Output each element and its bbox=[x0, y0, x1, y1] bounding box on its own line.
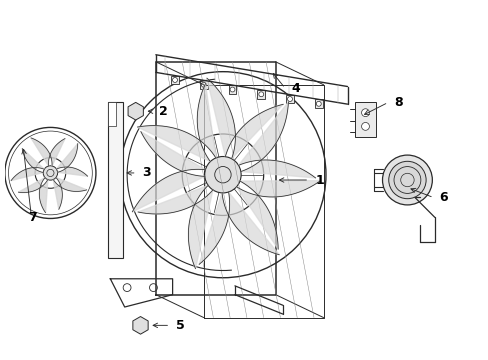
Polygon shape bbox=[238, 102, 315, 178]
Circle shape bbox=[204, 157, 241, 193]
Text: 3: 3 bbox=[142, 166, 151, 179]
Polygon shape bbox=[128, 102, 143, 120]
Polygon shape bbox=[206, 78, 283, 159]
Text: 6: 6 bbox=[439, 191, 447, 204]
Bar bbox=[354, 102, 375, 137]
Polygon shape bbox=[53, 177, 86, 209]
Polygon shape bbox=[236, 181, 320, 249]
Circle shape bbox=[258, 92, 263, 97]
Text: 7: 7 bbox=[28, 211, 37, 224]
Polygon shape bbox=[11, 148, 44, 181]
Polygon shape bbox=[133, 316, 148, 334]
Polygon shape bbox=[132, 132, 205, 212]
Circle shape bbox=[361, 109, 368, 117]
Circle shape bbox=[229, 87, 235, 92]
Text: 2: 2 bbox=[159, 105, 168, 118]
Text: 5: 5 bbox=[176, 319, 184, 332]
Bar bbox=[108, 102, 123, 258]
Bar bbox=[200, 80, 207, 89]
Circle shape bbox=[201, 82, 206, 87]
Polygon shape bbox=[56, 144, 87, 176]
Circle shape bbox=[361, 122, 368, 130]
Bar bbox=[257, 90, 264, 99]
Text: 4: 4 bbox=[290, 82, 299, 95]
Text: 1: 1 bbox=[314, 174, 323, 186]
Circle shape bbox=[316, 102, 321, 106]
Circle shape bbox=[388, 161, 425, 199]
Polygon shape bbox=[138, 185, 212, 269]
Polygon shape bbox=[199, 192, 279, 264]
Polygon shape bbox=[137, 84, 215, 162]
Polygon shape bbox=[19, 177, 48, 213]
Circle shape bbox=[172, 77, 177, 82]
Circle shape bbox=[287, 96, 292, 102]
Circle shape bbox=[382, 155, 431, 205]
Text: 8: 8 bbox=[393, 96, 402, 109]
Polygon shape bbox=[31, 138, 65, 166]
Bar bbox=[108, 102, 116, 126]
Bar bbox=[314, 99, 322, 108]
Bar bbox=[285, 95, 293, 103]
Bar bbox=[228, 85, 236, 94]
Bar bbox=[171, 76, 179, 84]
Circle shape bbox=[43, 166, 58, 180]
